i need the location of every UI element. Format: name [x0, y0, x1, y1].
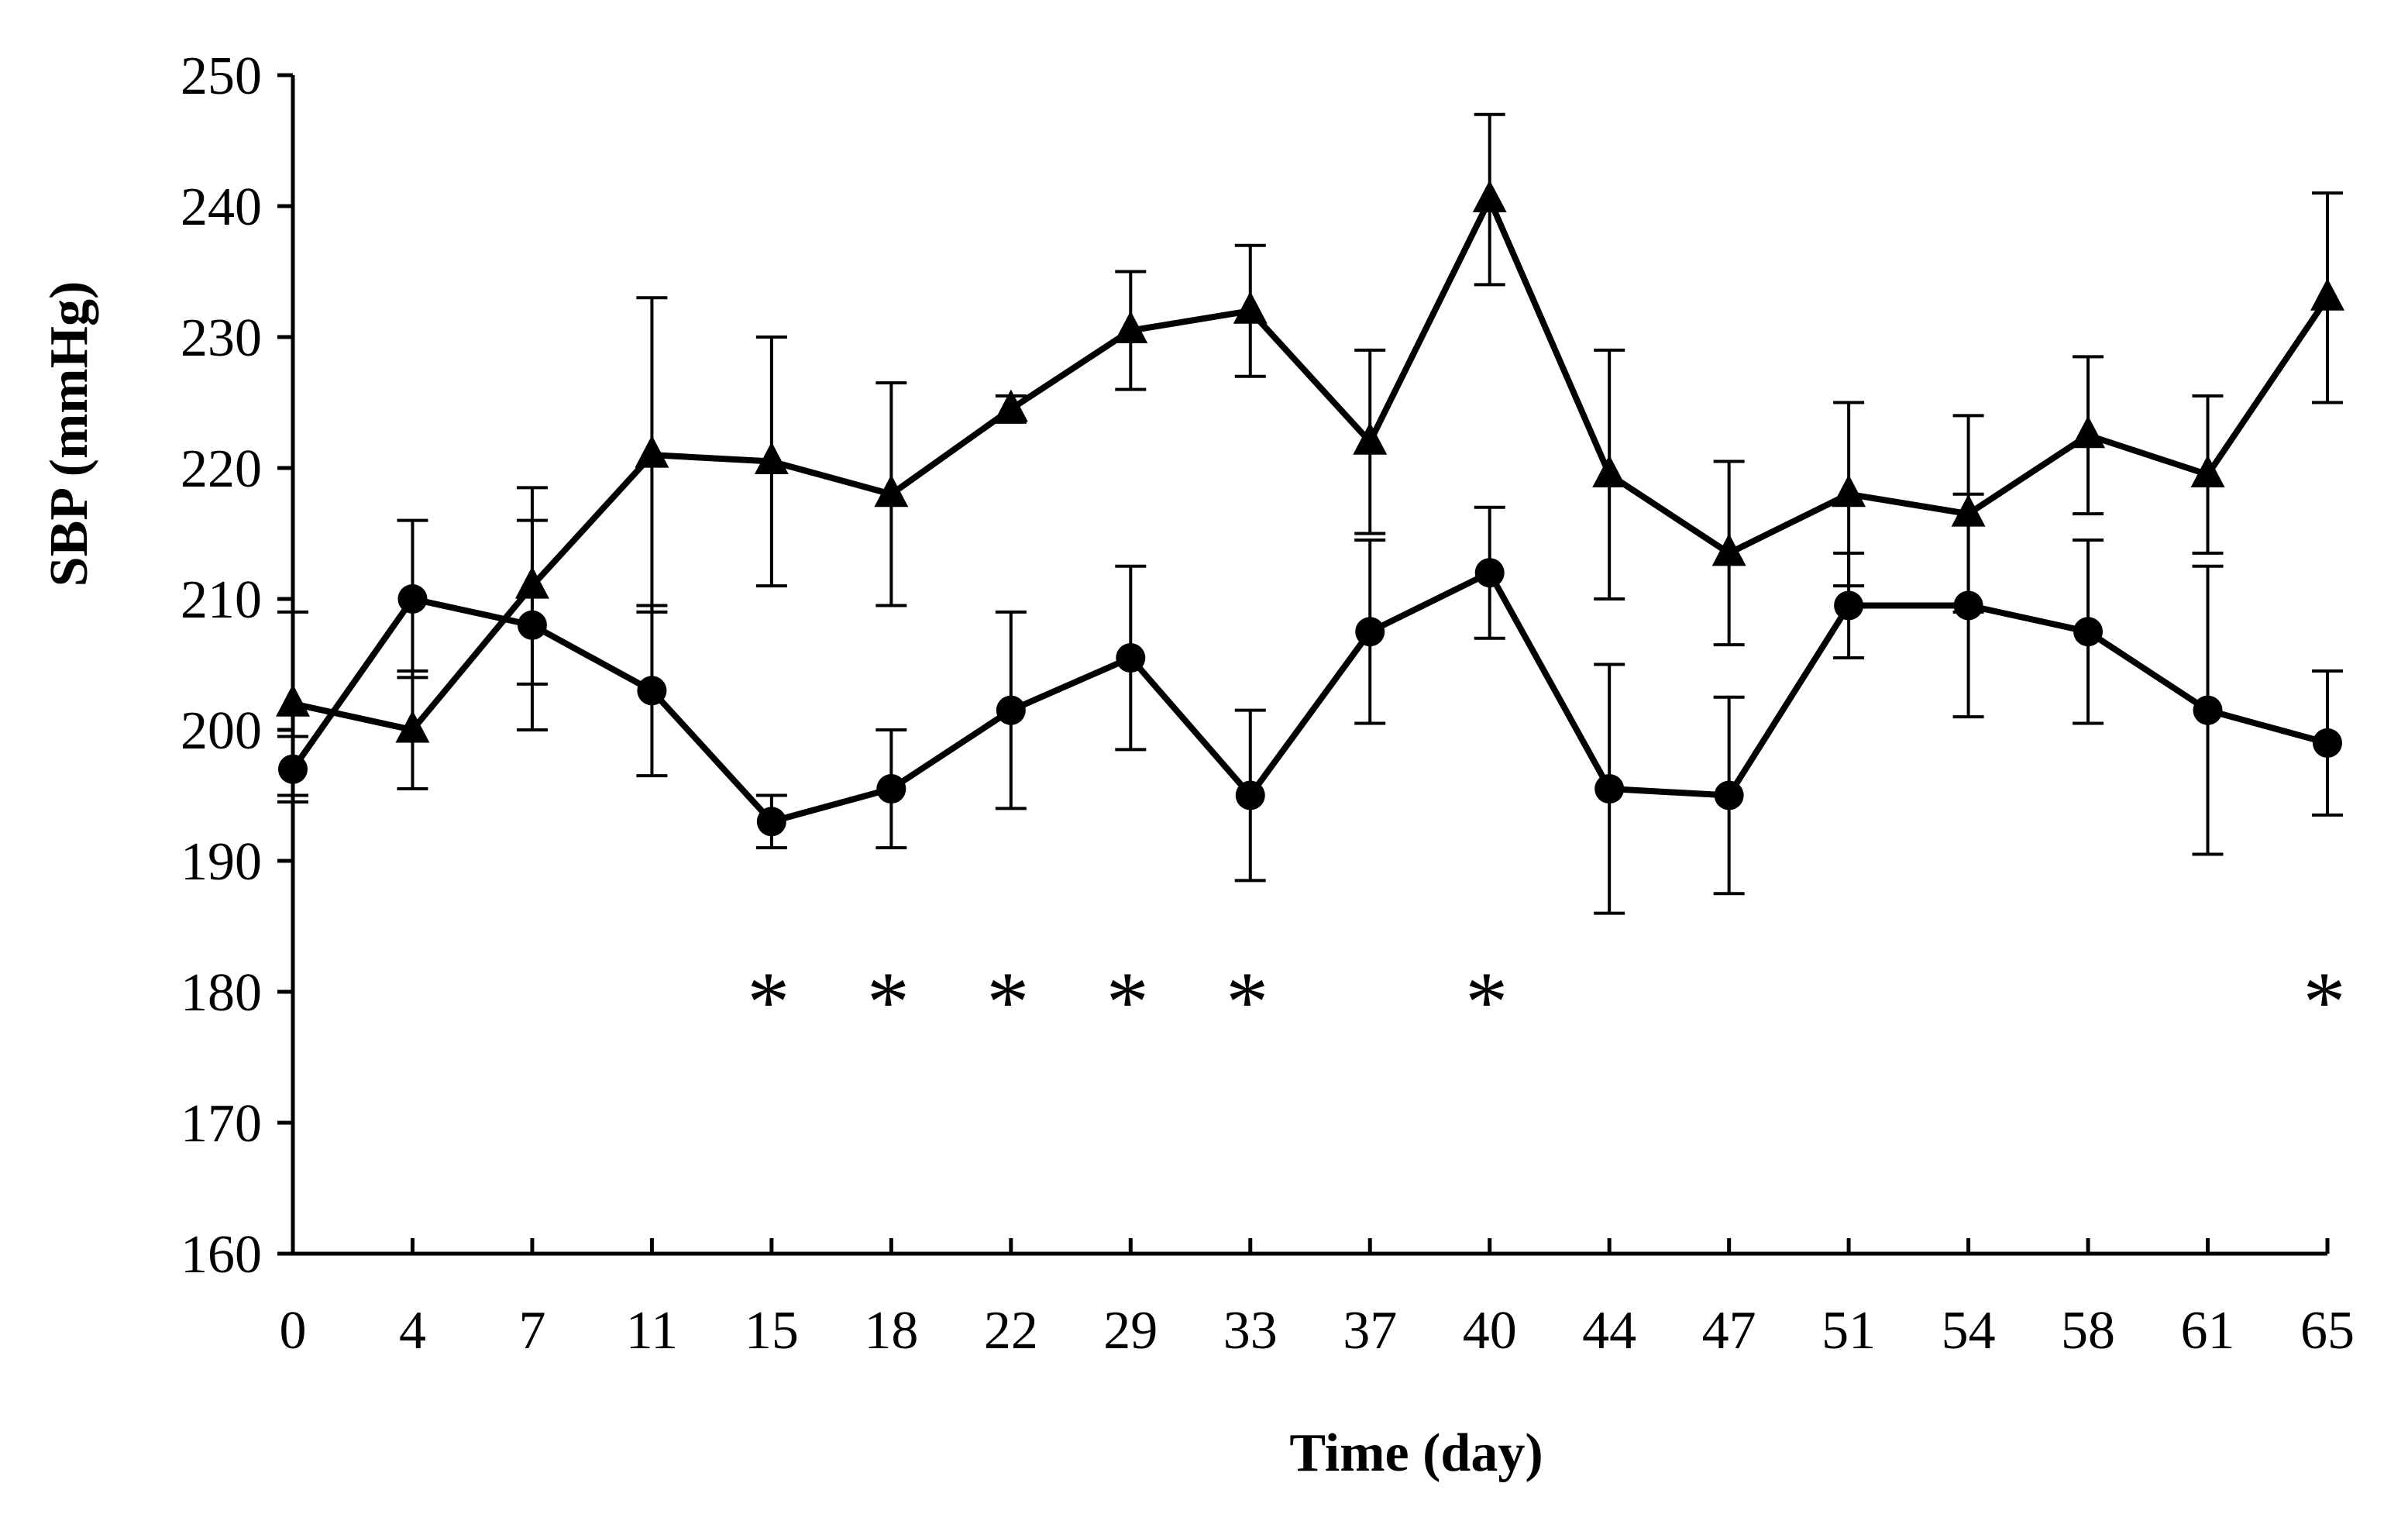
x-tick-label: 40 [1463, 1301, 1517, 1361]
triangle-marker [1711, 533, 1746, 566]
triangle-marker [1592, 455, 1627, 487]
circle-marker [756, 807, 786, 837]
y-tick-label: 190 [181, 832, 262, 892]
x-tick-label: 61 [2181, 1301, 2235, 1361]
significance-star: * [747, 955, 789, 1049]
triangle-marker [1233, 291, 1268, 324]
triangle-marker [395, 710, 430, 743]
x-axis-title: Time (day) [1289, 1423, 1543, 1483]
y-tick-label: 210 [181, 570, 262, 630]
y-tick-label: 180 [181, 963, 262, 1023]
significance-markers: * * * * * * * [747, 955, 2345, 1049]
x-tick-label: 29 [1103, 1301, 1158, 1361]
significance-star: * [986, 955, 1029, 1049]
series-layer [276, 112, 2344, 915]
triangle-marker [2190, 455, 2225, 487]
y-tick-label: 230 [181, 308, 262, 368]
circle-marker [876, 774, 906, 804]
x-tick-label: 51 [1821, 1301, 1876, 1361]
y-tick-label: 160 [181, 1225, 262, 1285]
x-tick-label: 47 [1702, 1301, 1756, 1361]
x-tick-label: 4 [399, 1301, 426, 1361]
circle-marker [1116, 643, 1146, 673]
triangle-marker [754, 442, 789, 475]
triangle-marker [1113, 311, 1148, 344]
triangle-marker [2071, 415, 2106, 449]
series-line [292, 196, 2331, 733]
circle-marker [2313, 728, 2342, 758]
significance-star: * [2303, 955, 2346, 1049]
x-tick-label: 65 [2300, 1301, 2355, 1361]
x-tick-label: 44 [1582, 1301, 1636, 1361]
triangle-marker [1472, 180, 1507, 213]
series-circle [277, 492, 2343, 915]
triangle-marker [1832, 474, 1866, 508]
triangle-marker [635, 435, 669, 468]
circle-marker [397, 584, 428, 614]
x-axis: 0 4 7 11 15 18 22 29 33 37 40 44 47 51 54 58 61 65 [280, 1238, 2355, 1361]
x-tick-label: 11 [626, 1301, 678, 1361]
series-line [290, 570, 2329, 825]
circle-marker [2193, 695, 2223, 725]
triangle-marker [276, 683, 310, 717]
x-tick-label: 18 [864, 1301, 918, 1361]
circle-marker [2073, 617, 2104, 647]
significance-star: * [1226, 955, 1268, 1049]
x-tick-label: 54 [1942, 1301, 1996, 1361]
x-tick-label: 37 [1343, 1301, 1397, 1361]
circle-marker [1594, 774, 1625, 804]
significance-star: * [1106, 955, 1149, 1049]
circle-marker [637, 676, 667, 706]
y-tick-label: 200 [181, 701, 262, 761]
x-tick-label: 33 [1223, 1301, 1278, 1361]
circle-marker [1834, 590, 1864, 621]
y-tick-label: 240 [181, 177, 262, 237]
y-axis-title: SBP (mmHg) [40, 281, 99, 587]
triangle-marker [2310, 278, 2344, 311]
y-tick-label: 250 [181, 46, 262, 106]
circle-marker [996, 695, 1026, 725]
x-tick-label: 22 [984, 1301, 1038, 1361]
y-axis: 160 170 180 190 200 210 220 230 240 250 [181, 46, 295, 1285]
circle-marker [1474, 558, 1505, 588]
y-tick-label: 170 [181, 1094, 262, 1154]
y-axis-ticks: 160 170 180 190 200 210 220 230 240 250 [181, 46, 293, 1285]
series-triangle [276, 112, 2344, 797]
circle-marker [517, 610, 547, 640]
circle-marker [1355, 617, 1385, 647]
x-tick-label: 0 [280, 1301, 307, 1361]
circle-marker [1714, 780, 1744, 810]
x-tick-label: 7 [518, 1301, 545, 1361]
circle-marker [1953, 590, 1983, 621]
triangle-marker [874, 474, 909, 508]
y-tick-label: 220 [181, 439, 262, 499]
significance-star: * [867, 955, 910, 1049]
significance-star: * [1465, 955, 1508, 1049]
triangle-marker [993, 389, 1028, 422]
x-axis-ticks: 0 4 7 11 15 18 22 29 33 37 40 44 47 51 54 58 61 65 [280, 1238, 2355, 1361]
circle-marker [278, 754, 308, 784]
triangle-marker [1353, 422, 1388, 455]
circle-marker [1235, 780, 1265, 810]
x-tick-label: 58 [2061, 1301, 2115, 1361]
x-tick-label: 15 [745, 1301, 799, 1361]
